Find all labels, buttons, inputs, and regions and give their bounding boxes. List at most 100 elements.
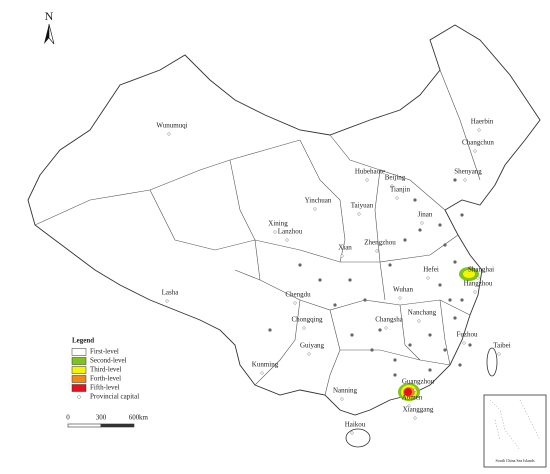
point [393, 358, 397, 362]
capital-marker [260, 371, 264, 375]
compass-arrow [44, 24, 49, 44]
capital-marker [473, 290, 477, 294]
inset: South China Sea Islands [483, 394, 547, 468]
scale-label: 300 [96, 414, 107, 422]
point [460, 213, 464, 217]
city-label: Shenyang [454, 168, 482, 176]
city-label: Taiyuan [351, 202, 374, 210]
point [408, 343, 412, 347]
point [428, 333, 432, 337]
capital-marker [413, 388, 417, 392]
legend-label: Fifth-level [90, 384, 120, 392]
legend-title: Legend [72, 337, 94, 345]
legend-label: Third-level [90, 366, 122, 374]
border [299, 139, 346, 263]
scale-unit: km [139, 414, 149, 422]
city-label: Hangzhou [464, 280, 493, 288]
point [468, 343, 472, 347]
point [268, 328, 272, 332]
city-label: Chongqing [291, 316, 323, 324]
point [453, 178, 457, 182]
point [418, 228, 422, 232]
city-label: Nanchang [408, 309, 437, 317]
scale-label: 0 [66, 414, 70, 422]
capital-marker [307, 352, 311, 356]
capital-marker [413, 416, 417, 420]
point [333, 303, 337, 307]
city-label: Haerbin [471, 118, 494, 126]
city-label: Wunumuqi [156, 122, 187, 130]
point [388, 263, 392, 267]
city-label: Taibei [493, 342, 510, 350]
city-label: Shanghai [468, 266, 494, 274]
capital-marker [477, 128, 481, 132]
point [378, 328, 382, 332]
city-labels: Haerbin Changchun Shenyang Wunumuqi Hubehaot… [156, 118, 511, 435]
city-label: Aomen [402, 394, 423, 402]
point [460, 298, 464, 302]
border [439, 69, 481, 181]
border [234, 269, 471, 316]
border [439, 299, 451, 366]
capital-marker [462, 341, 466, 345]
city-label: Tianjin [390, 186, 410, 194]
city-label: Fuzhou [457, 331, 479, 339]
border [34, 139, 301, 226]
capital-marker [407, 404, 411, 408]
point [413, 198, 417, 202]
province-borders [34, 69, 481, 396]
point [458, 363, 462, 367]
city-label: Yinchuan [305, 197, 332, 205]
city-label: Xining [268, 220, 288, 228]
compass-label: N [45, 9, 54, 23]
taiwan [486, 347, 498, 377]
scale-segment [67, 423, 102, 428]
capital-marker [365, 178, 369, 182]
capital-marker [473, 149, 477, 153]
legend-label: First-level [90, 348, 119, 356]
city-label: Kunming [252, 361, 279, 369]
compass-arrow [48, 23, 55, 45]
capital-marker [273, 230, 277, 234]
capital-marker [302, 326, 306, 330]
city-label: Xianggang [403, 406, 434, 414]
point [298, 263, 302, 267]
capital-marker [285, 238, 289, 242]
point [443, 348, 447, 352]
point [350, 333, 354, 337]
scale-label: 600 [129, 414, 140, 422]
city-label: Changsha [375, 316, 404, 324]
inset-lines [489, 399, 541, 451]
border [340, 349, 451, 366]
city-label: Wuhan [393, 286, 413, 294]
capital-marker [313, 207, 317, 211]
capital-marker [167, 132, 171, 136]
capital-marker [420, 221, 424, 225]
city-label: Chengdu [285, 291, 311, 299]
point [448, 298, 452, 302]
compass: N [44, 9, 55, 45]
border [254, 299, 301, 386]
capital-marker [340, 397, 344, 401]
point [318, 278, 322, 282]
hotspots [398, 267, 479, 401]
capital-marker [350, 431, 354, 435]
city-label: Hubehaote [355, 168, 385, 176]
city-label: Haikou [345, 421, 366, 429]
capital-marker [395, 196, 399, 200]
point [438, 223, 442, 227]
city-label: Guangzhou [402, 378, 435, 386]
city-label: Changchun [462, 139, 494, 147]
capital-marker [417, 319, 421, 323]
point [348, 278, 352, 282]
legend-swatch [71, 384, 87, 392]
scale-segment [100, 423, 135, 428]
capital-marker [293, 301, 297, 305]
legend-label: Provincial capital [90, 393, 139, 401]
capital-marker [165, 299, 169, 303]
border [324, 309, 341, 396]
border [399, 304, 421, 361]
capital-marker [384, 326, 388, 330]
point [363, 298, 367, 302]
